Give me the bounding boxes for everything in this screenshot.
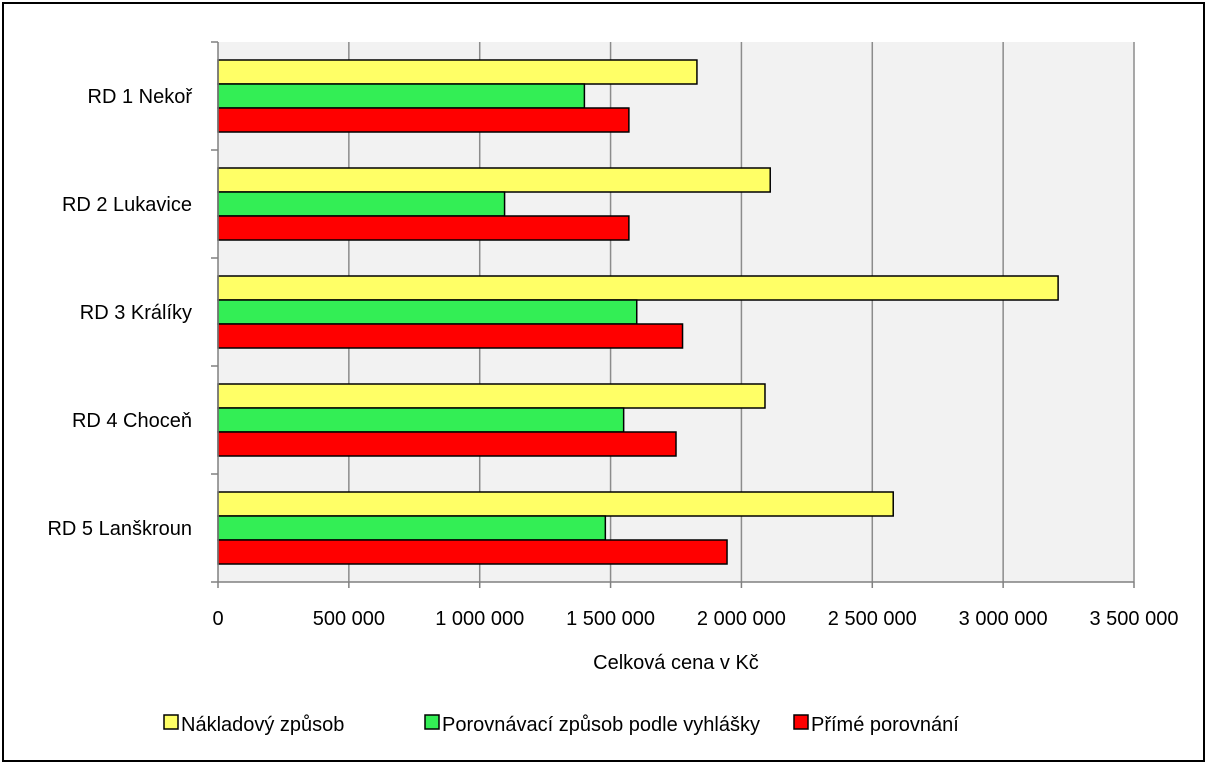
x-tick-label-1: 500 000 bbox=[313, 608, 385, 630]
x-axis-title: Celková cena v Kč bbox=[593, 652, 759, 674]
bar-5-series-1 bbox=[217, 491, 894, 517]
legend-swatch-2 bbox=[424, 714, 440, 730]
legend-label-1: Nákladový způsob bbox=[181, 714, 344, 736]
x-tick-label-5: 2 500 000 bbox=[828, 608, 917, 630]
bar-2-series-2 bbox=[217, 191, 506, 217]
bar-5-series-3 bbox=[217, 539, 728, 565]
x-tick-label-2: 1 000 000 bbox=[435, 608, 524, 630]
bars bbox=[217, 59, 1059, 565]
legend-label-3: Přímé porovnání bbox=[811, 714, 959, 736]
bar-1-series-1 bbox=[217, 59, 698, 85]
legend-swatch-3 bbox=[793, 714, 809, 730]
bar-5-series-2 bbox=[217, 515, 607, 541]
category-label-1: RD 1 Nekoř bbox=[88, 86, 194, 108]
x-tick-label-6: 3 000 000 bbox=[959, 608, 1048, 630]
bar-3-series-2 bbox=[217, 299, 638, 325]
bar-4-series-2 bbox=[217, 407, 625, 433]
legend-swatch-1 bbox=[163, 714, 179, 730]
bar-4-series-1 bbox=[217, 383, 766, 409]
bar-2-series-3 bbox=[217, 215, 630, 241]
bar-1-series-2 bbox=[217, 83, 586, 109]
category-label-4: RD 4 Choceň bbox=[72, 410, 192, 432]
x-tick-label-7: 3 500 000 bbox=[1090, 608, 1179, 630]
category-label-3: RD 3 Králíky bbox=[80, 302, 192, 324]
tick-labels: 0 500 000 1 000 000 1 500 000 2 000 000 2 500… bbox=[212, 608, 1178, 630]
legend: Nákladový způsob Porovnávací způsob podle… bbox=[163, 714, 959, 736]
bar-1-series-3 bbox=[217, 107, 630, 133]
bar-2-series-1 bbox=[217, 167, 771, 193]
category-label-5: RD 5 Lanškroun bbox=[47, 518, 192, 540]
legend-label-2: Porovnávací způsob podle vyhlášky bbox=[442, 714, 760, 736]
x-tick-label-3: 1 500 000 bbox=[566, 608, 655, 630]
bar-3-series-3 bbox=[217, 323, 684, 349]
x-tick-label-0: 0 bbox=[212, 608, 223, 630]
category-labels: RD 1 Nekoř RD 2 Lukavice RD 3 Králíky RD 4 … bbox=[47, 86, 193, 540]
bar-4-series-3 bbox=[217, 431, 677, 457]
axes bbox=[211, 41, 1135, 588]
category-label-2: RD 2 Lukavice bbox=[62, 194, 192, 216]
x-tick-label-4: 2 000 000 bbox=[697, 608, 786, 630]
bar-3-series-1 bbox=[217, 275, 1059, 301]
